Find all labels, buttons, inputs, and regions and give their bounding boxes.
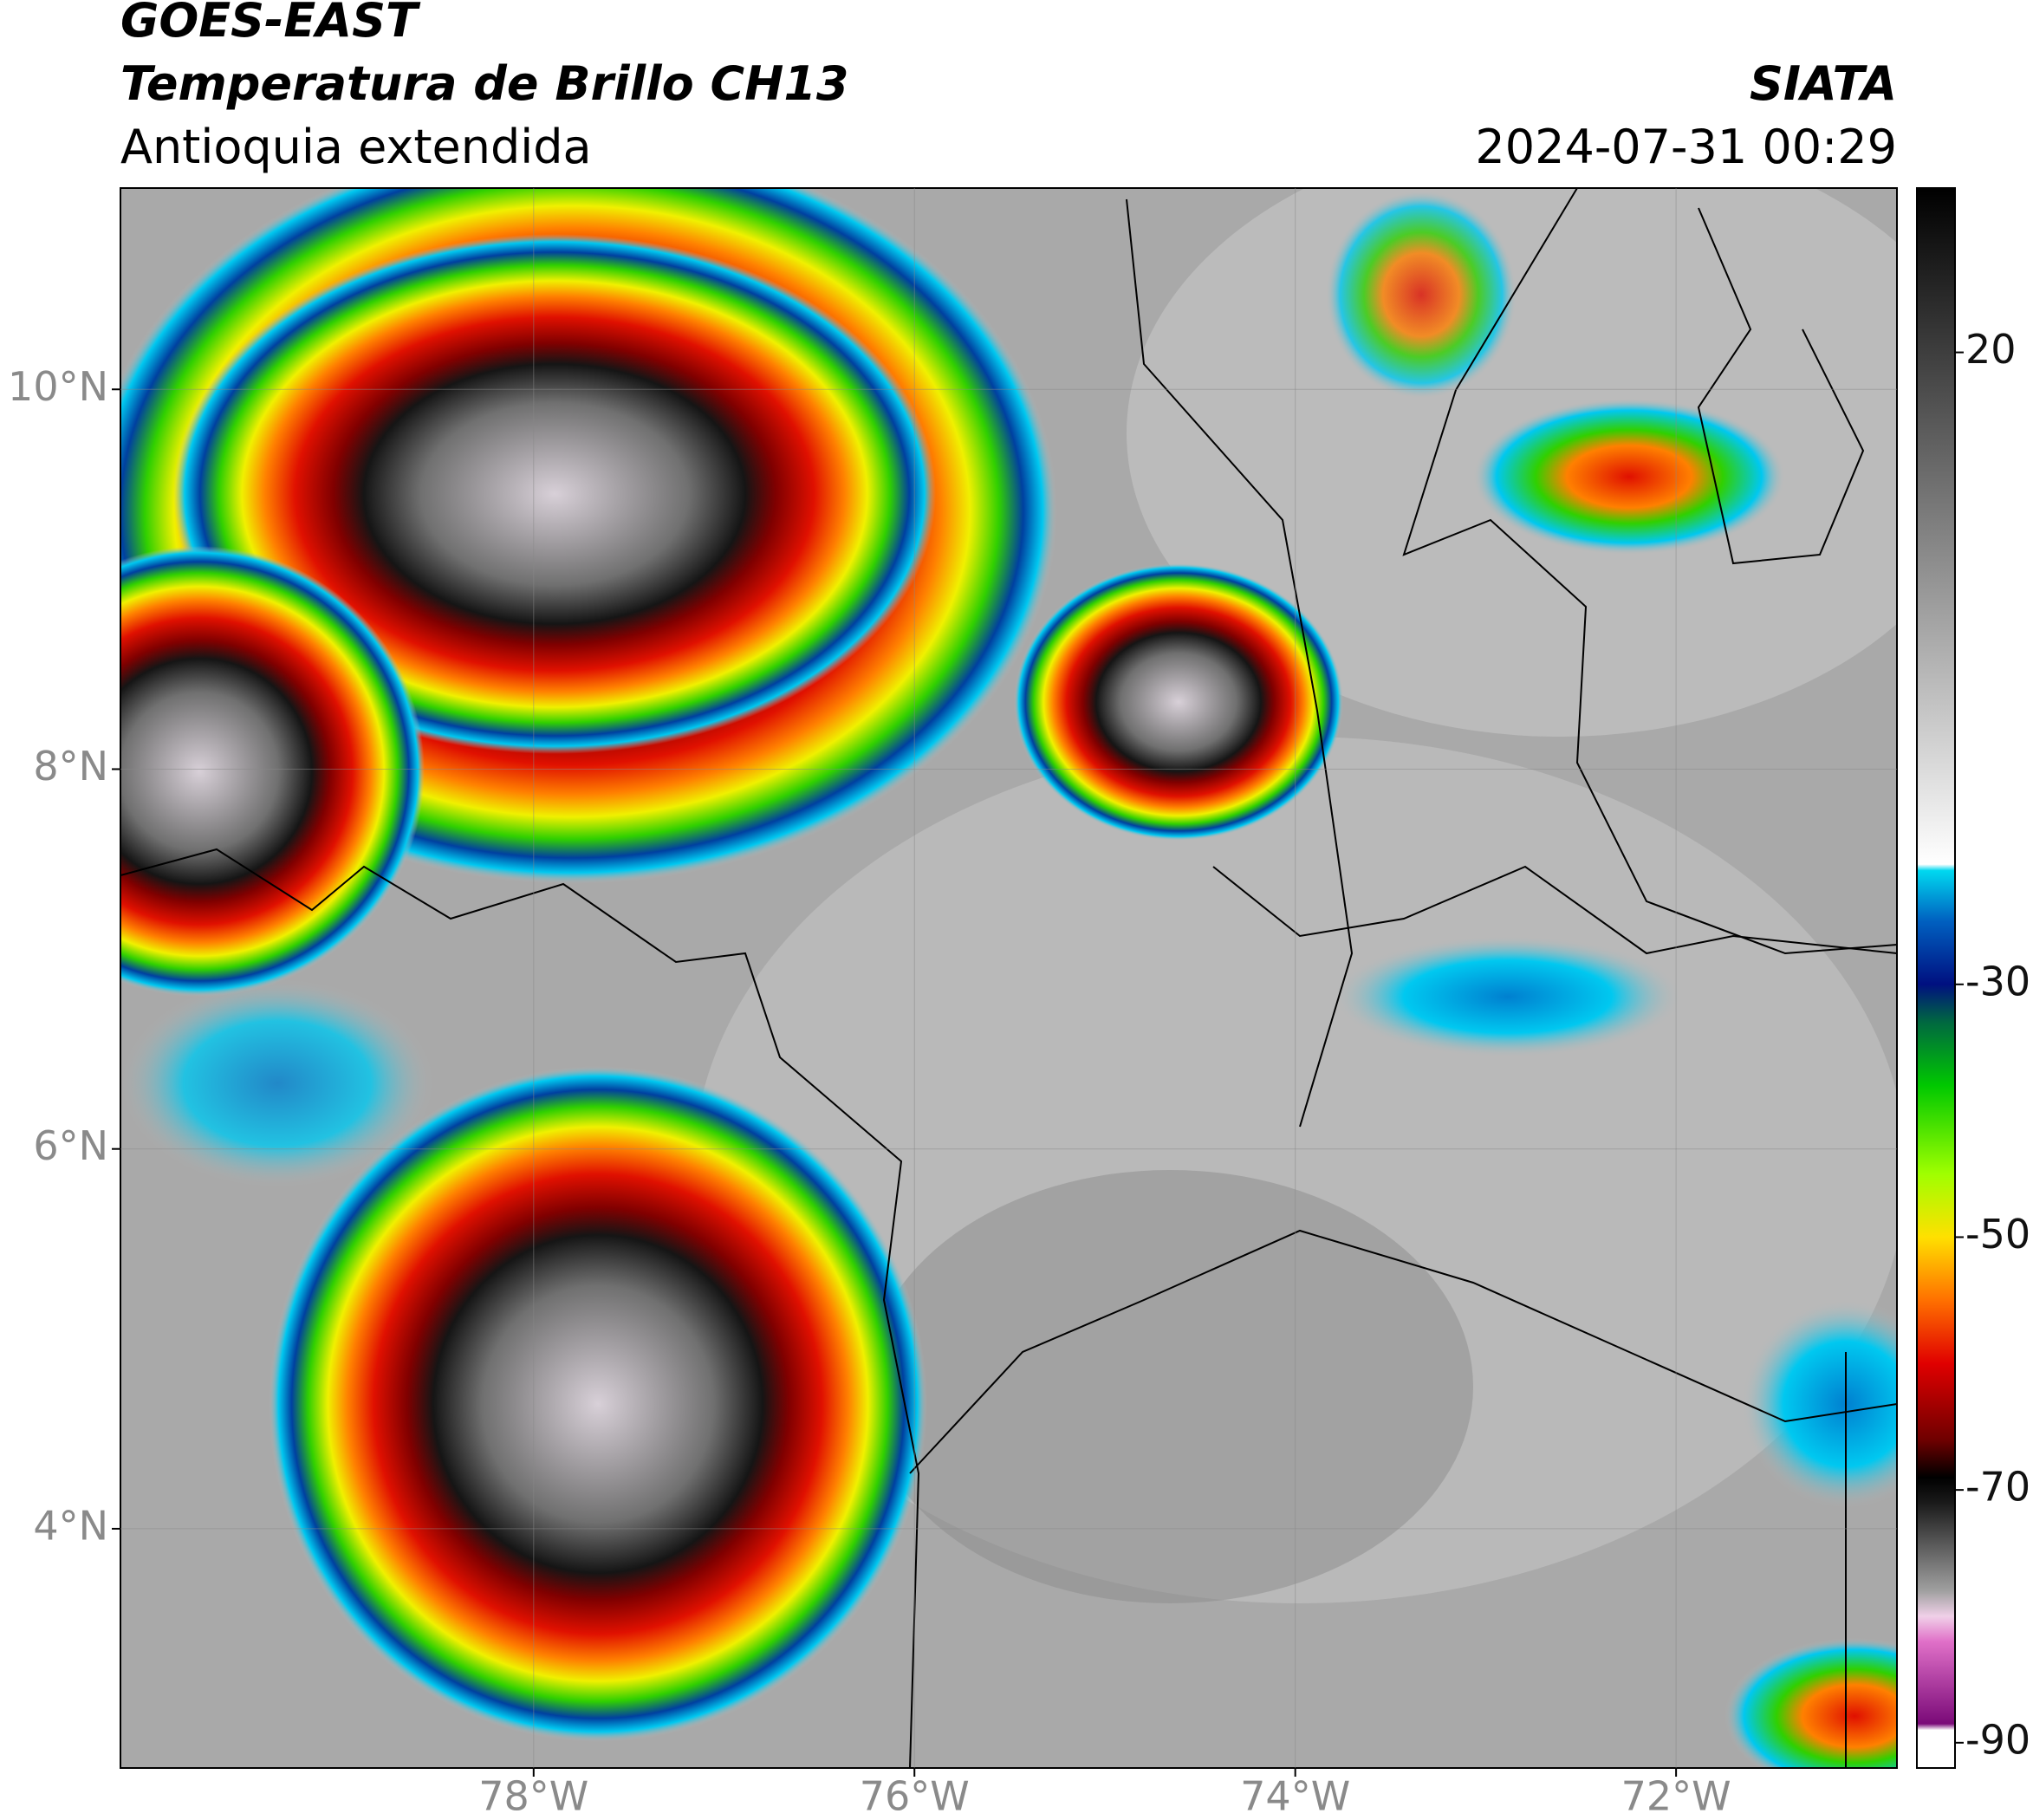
colorbar-tick-label: -70: [1965, 1464, 2030, 1511]
source: SIATA: [1750, 56, 1897, 111]
colorbar: [1916, 187, 1956, 1769]
x-tick-label: 72°W: [1621, 1773, 1731, 1820]
colorbar-tick-label: -30: [1965, 958, 2030, 1004]
colorbar-tick-label: -50: [1965, 1211, 2030, 1258]
colorbar-tick-label: -90: [1965, 1716, 2030, 1763]
map-frame: [120, 187, 1898, 1769]
y-tick-label: 4°N: [33, 1502, 108, 1549]
satellite-image: [120, 188, 1897, 1768]
y-tick-label: 6°N: [33, 1122, 108, 1169]
subtitle: Temperatura de Brillo CH13: [120, 56, 849, 111]
datetime: 2024-07-31 00:29: [1475, 120, 1897, 174]
x-tick-label: 78°W: [478, 1773, 588, 1820]
y-tick-label: 10°N: [8, 363, 108, 410]
x-tick-label: 76°W: [860, 1773, 970, 1820]
colorbar-tick-label: 20: [1965, 326, 2017, 373]
x-tick-label: 74°W: [1240, 1773, 1350, 1820]
region: Antioquia extendida: [120, 120, 592, 174]
title: GOES-EAST: [120, 0, 421, 48]
y-tick-label: 8°N: [33, 743, 108, 790]
